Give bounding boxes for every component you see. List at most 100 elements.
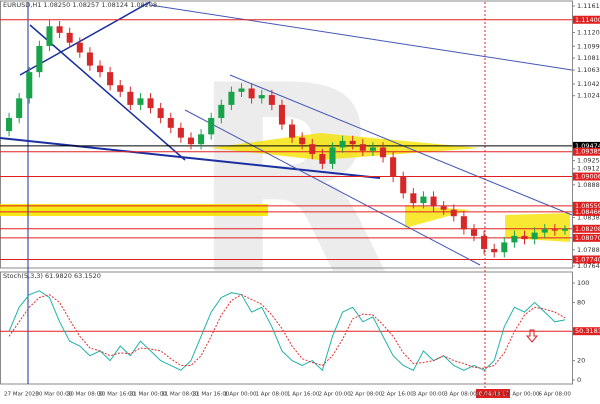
level-label: 1.08070 [575,234,600,242]
level-label: 1.08559 [575,202,600,210]
x-tick-label: 3 Apr 08:00 [444,392,477,398]
trend-line [29,24,186,161]
candle-body [349,140,356,145]
y-tick-label: 1.10240 [577,92,600,100]
candle-body [339,140,346,148]
candle-body [289,124,296,138]
y-tick-label: 20 [577,357,585,365]
x-tick-label: 31 Mar 08:00 [161,392,198,398]
y-tick-label: 1.10815 [577,54,600,62]
x-tick-label: 3 Apr 16:00 [476,392,509,398]
level-label-box [573,207,600,216]
x-tick-label: 31 Mar 16:00 [193,392,230,398]
candle-body [531,232,538,240]
candle-body [107,72,114,86]
candle-body [46,26,53,46]
candle-body [551,229,558,231]
candle-body [228,91,235,105]
y-tick-label: 1.08380 [577,214,600,222]
x-tick-label: 1 Apr 16:00 [287,392,320,398]
candle-body [177,127,184,138]
candle-body [147,98,154,109]
y-tick-label: 1.10630 [577,66,600,74]
candle-body [299,137,306,145]
candle-body [66,32,73,43]
candle-body [36,45,43,73]
x-tick-label: 1 Apr 00:00 [224,392,257,398]
x-tick-label: 2 Apr 00:00 [318,392,351,398]
candle-body [76,42,83,53]
y-tick-label: 1.08880 [577,181,600,189]
level-label-box [573,255,600,264]
candle-body [481,235,488,249]
candle-body [56,26,63,33]
candle-body [400,176,407,194]
level-label-box [573,172,600,181]
candle-body [319,154,326,164]
level-label-box [573,141,600,150]
y-tick-label: 100 [577,279,589,287]
candle-body [460,216,467,230]
candle-body [86,52,93,66]
chart-title: EURUSD,H1 1.08250 1.08257 1.08124 1.0820… [3,1,157,9]
level-label: 50.3183 [575,327,600,335]
candle-body [450,209,457,217]
x-tick-label: 2 Apr 08:00 [350,392,383,398]
main-frame [0,0,573,269]
y-tick-label: 1.10420 [577,80,600,88]
candle-body [430,196,437,207]
candle-body [248,88,255,99]
candle-body [26,72,33,99]
candle-body [157,108,164,118]
x-tick-label: 30 Mar 08:00 [67,392,104,398]
x-tick-label: 6 Apr 08:00 [539,392,572,398]
candle-body [521,235,528,240]
candle-body [511,235,518,243]
candle-body [238,88,245,92]
x-tick-label: 3 Apr 00:00 [413,392,446,398]
stoch-title: Stoch(5,3,3) 61.9820 63.1520 [3,272,101,280]
candle-body [561,228,568,231]
level-label: 1.11400 [575,16,600,24]
candle-body [309,144,316,155]
candle-body [167,117,174,128]
candle-body [137,98,144,105]
candle-body [541,229,548,233]
candle-body [278,104,285,125]
candle-body [410,193,417,204]
y-tick-label: 1.11610 [577,2,600,10]
level-label: 1.08466 [575,208,600,216]
candle-body [420,196,427,204]
candle-body [127,91,134,105]
channel-line [184,109,481,266]
candle-body [198,134,205,145]
level-label-box [573,327,600,336]
y-tick-label: 80 [577,298,585,306]
level-label: 1.09385 [575,148,600,156]
candle-body [208,117,215,135]
candle-body [440,206,447,210]
level-label-box [573,224,600,233]
y-tick-label: 0 [577,376,581,384]
candle-body [470,229,478,236]
x-tick-label: 6 Apr 00:00 [507,392,540,398]
trend-line [149,4,573,71]
level-label-box [573,147,600,156]
y-tick-label: 1.07640 [577,262,600,270]
candle-body [218,104,225,118]
candle-body [329,147,336,164]
candle-body [6,117,13,132]
stoch-frame [0,271,573,385]
y-tick-label: 1.09125 [577,165,600,173]
x-tick-label: 30 Mar 16:00 [98,392,135,398]
level-label-box [573,201,600,210]
x-tick-label: 1 Apr 08:00 [256,392,289,398]
candle-body [359,144,366,151]
stoch-line [8,294,566,369]
level-label-box [573,233,600,242]
candle-body [117,85,124,92]
candle-body [491,248,498,253]
level-label: 1.08208 [575,225,600,233]
candle-body [258,95,265,99]
